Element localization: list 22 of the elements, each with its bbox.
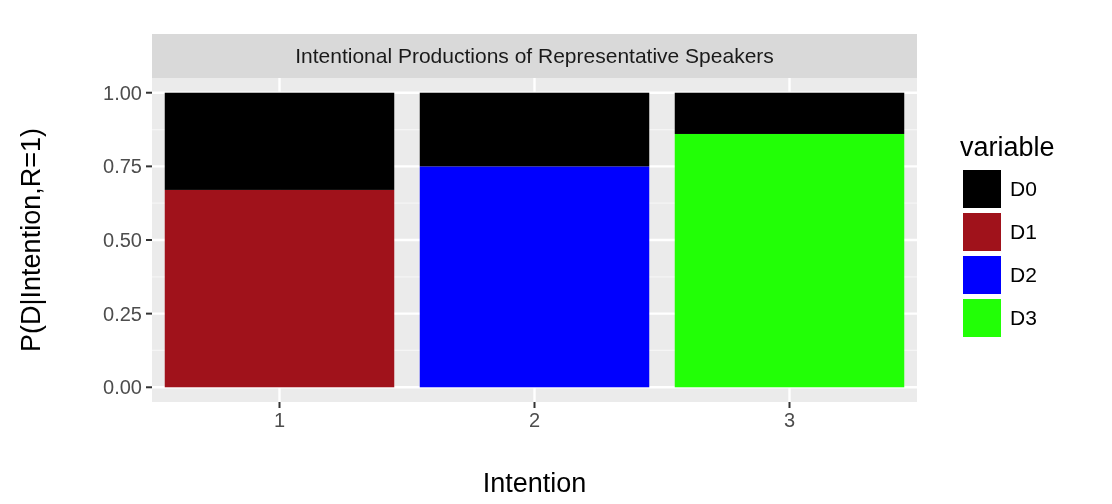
x-axis-title: Intention xyxy=(482,468,587,498)
chart-title: Intentional Productions of Representative Speakers xyxy=(295,44,774,68)
legend-title: variable xyxy=(960,132,1055,162)
legend-label: D1 xyxy=(1010,220,1037,244)
x-tick-label: 3 xyxy=(783,409,796,431)
y-tick-label: 0.00 xyxy=(103,376,142,399)
x-tick-label: 1 xyxy=(273,409,286,431)
y-tick-label: 0.25 xyxy=(103,302,142,325)
bar xyxy=(164,92,395,190)
legend-label: D0 xyxy=(1010,177,1037,201)
y-tick-label: 0.50 xyxy=(103,229,142,251)
bar xyxy=(419,92,650,167)
bar xyxy=(674,133,905,388)
y-tick-label: 0.75 xyxy=(103,155,142,178)
y-tick-label: 1.00 xyxy=(103,81,142,104)
legend-label: D3 xyxy=(1010,306,1037,330)
y-axis-title: P(D|Intention,R=1) xyxy=(16,128,46,352)
bar xyxy=(419,166,650,388)
legend-label: D2 xyxy=(1010,263,1037,287)
bar xyxy=(674,92,905,134)
x-tick-label: 2 xyxy=(528,409,541,431)
bar xyxy=(164,189,395,388)
